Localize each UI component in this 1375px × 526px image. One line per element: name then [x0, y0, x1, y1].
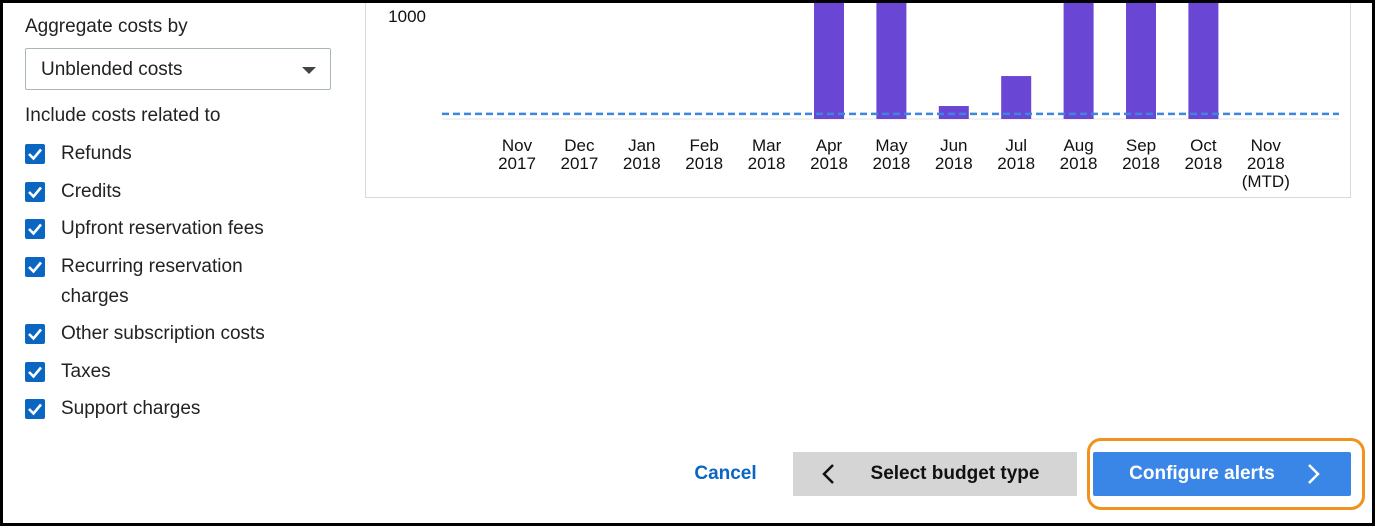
- bar: [1063, 3, 1094, 119]
- bar: [814, 3, 844, 119]
- x-tick-line: 2018: [1060, 154, 1098, 173]
- x-tick-label: Nov 2018 (MTD): [1242, 136, 1290, 191]
- x-tick-label: Dec 2017: [560, 136, 598, 173]
- checkbox-option[interactable]: Taxes: [25, 357, 301, 387]
- x-tick-line: 2018: [1247, 154, 1285, 173]
- x-tick-label: Jan 2018: [623, 136, 661, 173]
- checkbox-option[interactable]: Other subscription costs: [25, 319, 301, 349]
- checkbox-option[interactable]: Refunds: [25, 139, 301, 169]
- include-label: Include costs related to: [25, 105, 221, 126]
- option-label: Credits: [61, 180, 122, 202]
- x-tick-line: 2018: [685, 154, 723, 173]
- x-tick-label: Nov 2017: [498, 136, 536, 173]
- x-tick-label: Jun 2018: [935, 136, 973, 173]
- x-tick-line: Sep: [1126, 136, 1156, 155]
- x-tick-line: Jan: [628, 136, 655, 155]
- x-tick-label: Apr 2018: [810, 136, 848, 173]
- bar: [938, 106, 969, 119]
- highlight: [1087, 438, 1365, 510]
- checkbox[interactable]: [25, 144, 45, 164]
- checkbox-option[interactable]: Support charges: [25, 394, 301, 424]
- x-tick-label: Mar 2018: [748, 136, 786, 173]
- checkbox[interactable]: [25, 361, 45, 382]
- x-tick-line: Mar: [752, 136, 782, 155]
- x-tick-line: 2018: [810, 154, 848, 173]
- option-label: Refunds: [61, 143, 132, 164]
- checkbox-option[interactable]: Recurring reservation charges: [25, 252, 301, 312]
- chart-panel: 1000 Nov 2017 Dec 2017 Jan 2018 Feb 2018 Mar 2018 A…: [365, 3, 1351, 198]
- checkbox-option[interactable]: Credits: [25, 177, 301, 207]
- x-tick-line: 2018: [872, 154, 910, 173]
- checkbox-option[interactable]: Upfront reservation fees: [25, 214, 301, 244]
- option-label: Taxes: [61, 360, 111, 382]
- previous-label: Select budget type: [870, 463, 1040, 484]
- checkbox[interactable]: [25, 181, 45, 202]
- select-value: Unblended costs: [41, 59, 183, 80]
- next-label: Configure alerts: [1129, 463, 1275, 484]
- previous-button[interactable]: Select budget type: [793, 452, 1077, 496]
- x-tick-line: Jun: [940, 136, 967, 155]
- x-tick-label: May 2018: [872, 136, 910, 173]
- x-tick-line: (MTD): [1242, 172, 1290, 191]
- y-tick-label: 1000: [388, 7, 426, 26]
- checkbox[interactable]: [25, 399, 45, 419]
- x-tick-label: Aug 2018: [1060, 136, 1098, 173]
- options: Refunds Credits Upfront reservation fees Re…: [25, 139, 301, 432]
- x-tick-line: Feb: [690, 136, 719, 155]
- chevron-left: [822, 464, 834, 484]
- x-tick-line: Oct: [1190, 136, 1217, 155]
- x-tick-label: Jul 2018: [997, 136, 1035, 173]
- x-tick-line: Jul: [1005, 136, 1027, 155]
- x-tick-line: 2018: [935, 154, 973, 173]
- x-tick-line: May: [875, 136, 908, 155]
- x-tick-label: Feb 2018: [685, 136, 723, 173]
- bar: [1001, 76, 1032, 119]
- x-tick-line: 2017: [498, 154, 536, 173]
- bar: [1188, 3, 1219, 119]
- x-tick-label: Sep 2018: [1122, 136, 1160, 173]
- option-label: Other subscription costs: [61, 323, 265, 344]
- x-tick-line: Apr: [816, 136, 843, 155]
- x-tick-line: Aug: [1063, 136, 1093, 155]
- bar: [1126, 3, 1156, 119]
- x-tick-line: Nov: [502, 136, 533, 155]
- chevron-right: [1308, 464, 1320, 484]
- cancel-button[interactable]: Cancel: [694, 463, 757, 484]
- checkbox[interactable]: [25, 324, 45, 344]
- x-tick-line: 2018: [1184, 154, 1222, 173]
- x-tick-line: 2017: [560, 154, 598, 173]
- bar: [876, 3, 907, 119]
- aggregate-select[interactable]: Unblended costs: [25, 48, 331, 90]
- checkbox[interactable]: [25, 219, 45, 239]
- option-label: Upfront reservation fees: [61, 218, 264, 239]
- aggregate-label: Aggregate costs by: [25, 16, 188, 37]
- checkbox[interactable]: [25, 256, 45, 277]
- x-tick-line: 2018: [623, 154, 661, 173]
- option-label: Support charges: [61, 398, 201, 419]
- x-tick-line: 2018: [748, 154, 786, 173]
- x-tick-line: 2018: [1122, 154, 1160, 173]
- option-label: Recurring reservation charges: [61, 255, 243, 307]
- select-arrow: [302, 67, 316, 74]
- x-tick-line: 2018: [997, 154, 1035, 173]
- x-tick-line: Nov: [1251, 136, 1282, 155]
- x-tick-label: Oct 2018: [1184, 136, 1222, 173]
- x-tick-line: Dec: [564, 136, 595, 155]
- next-button[interactable]: Configure alerts: [1093, 452, 1351, 496]
